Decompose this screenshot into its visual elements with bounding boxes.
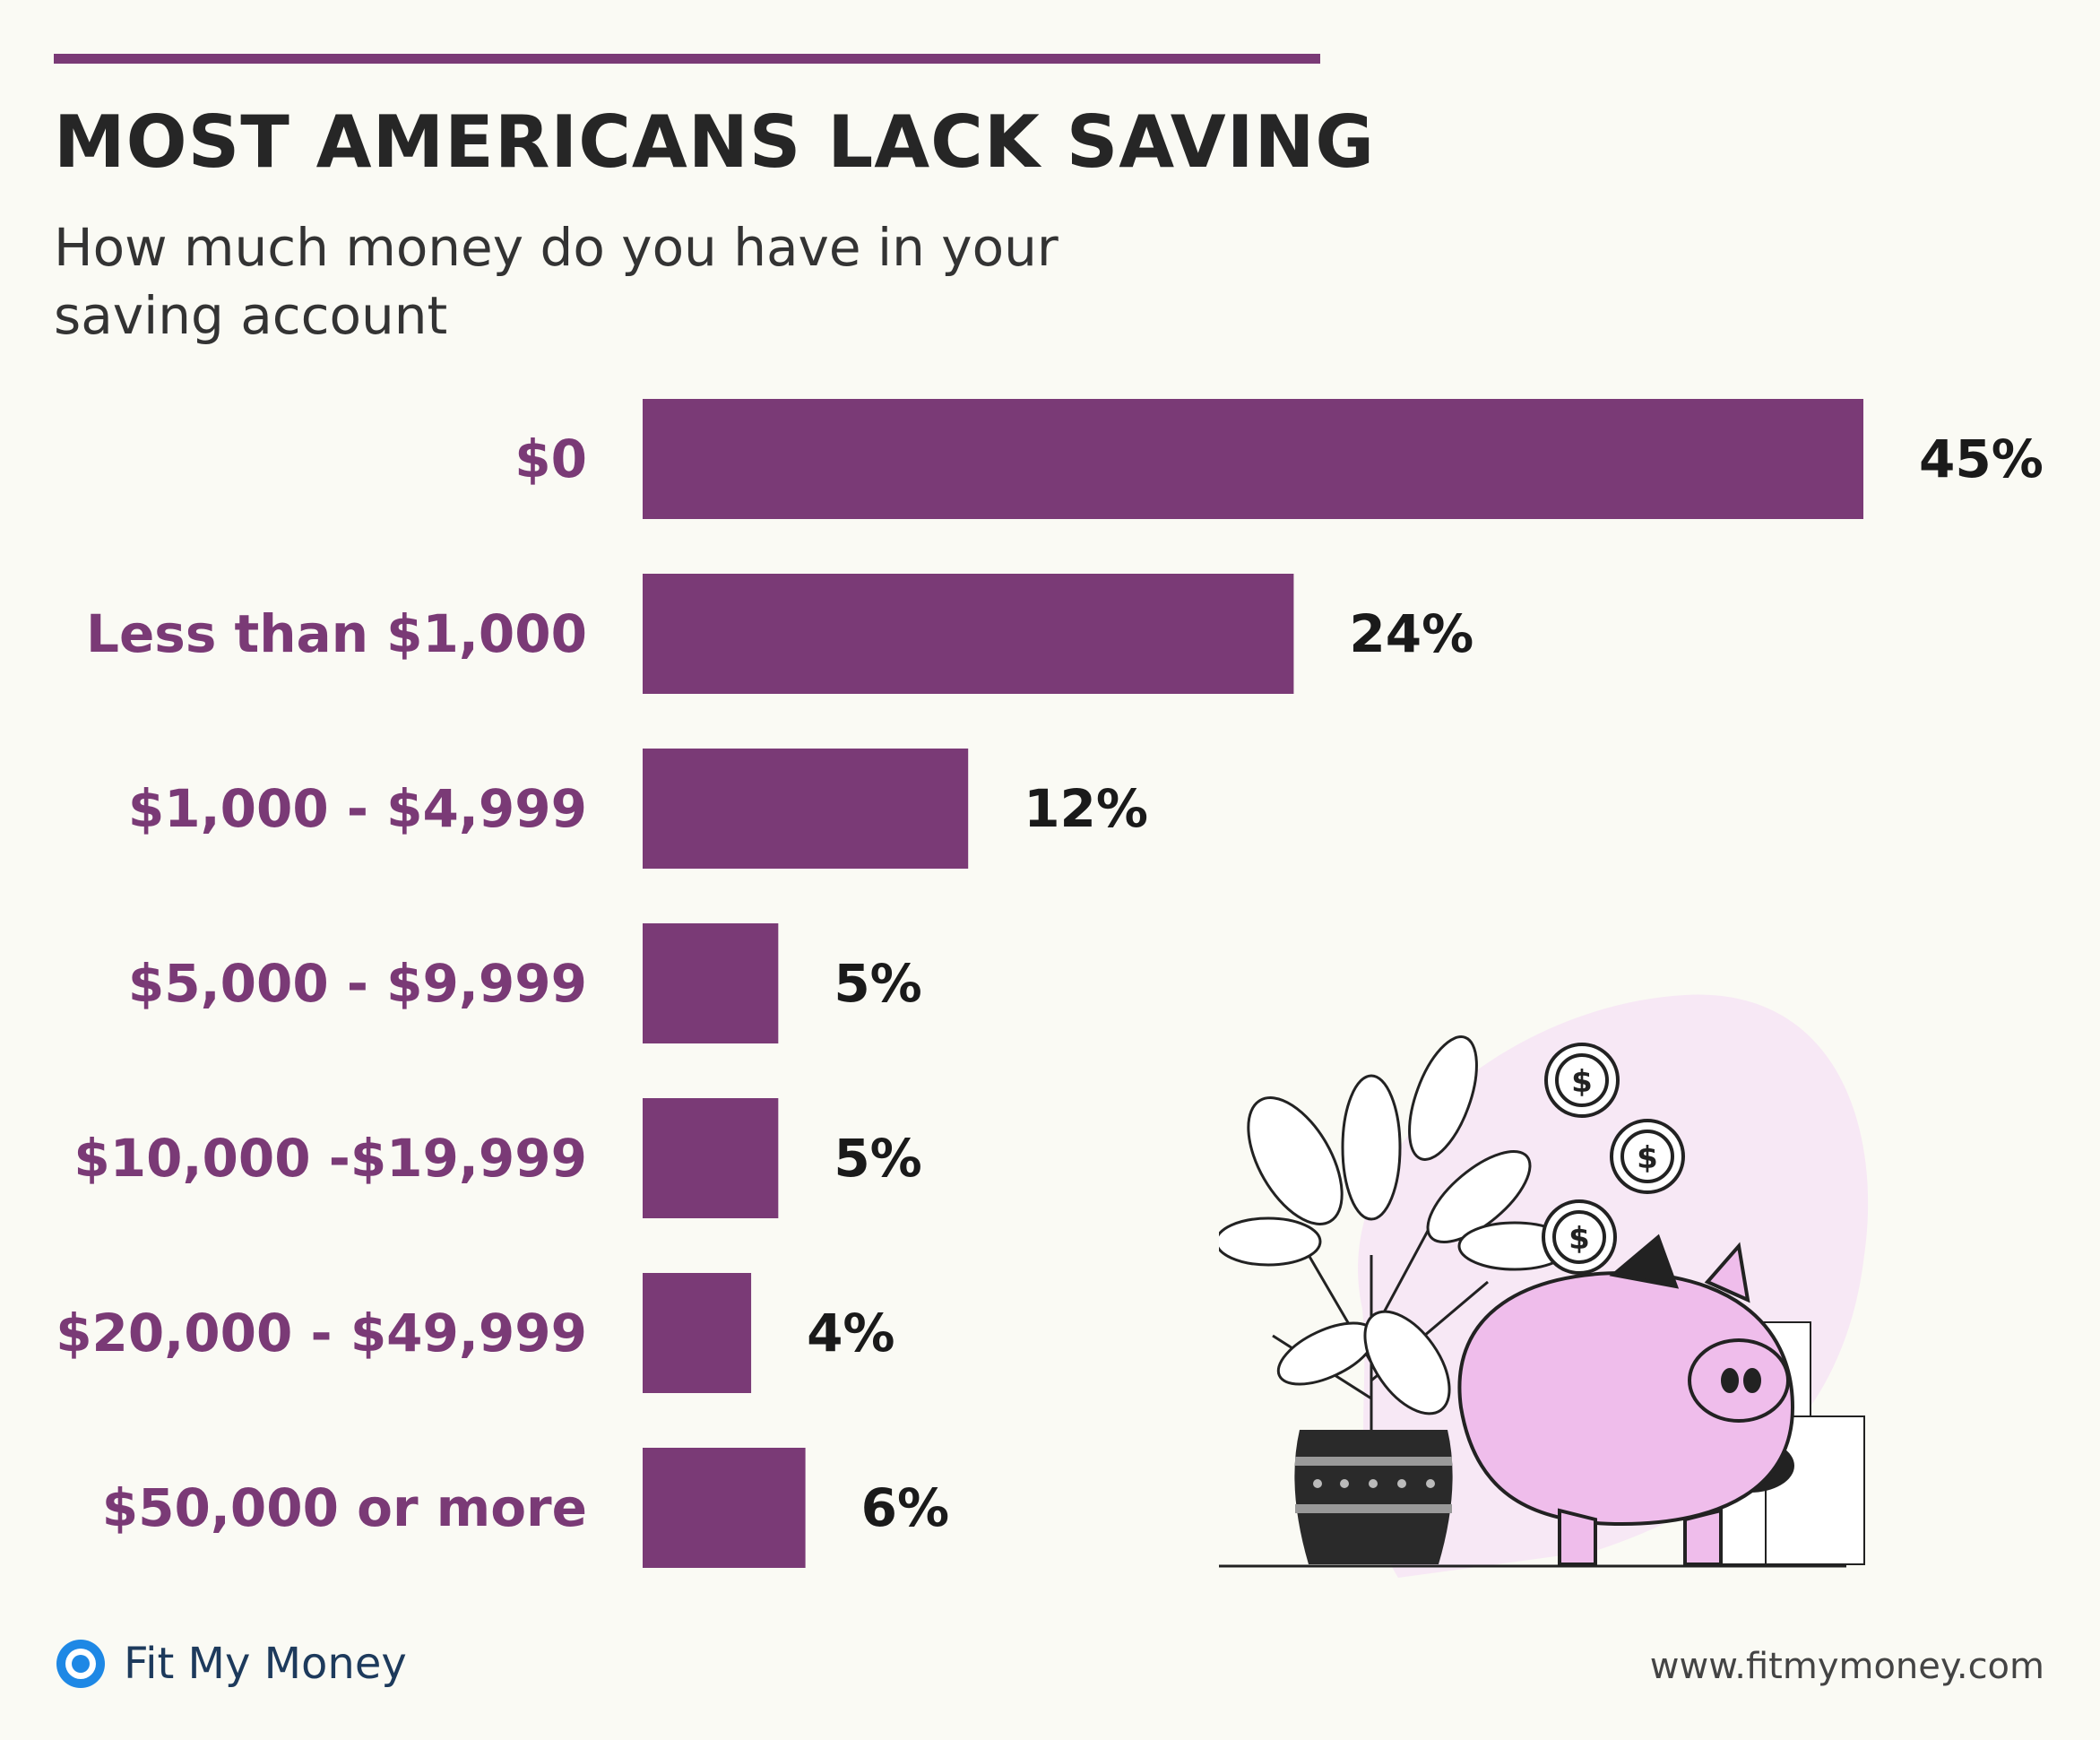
value-label: 5% [834, 1128, 921, 1189]
value-label: 6% [861, 1477, 949, 1538]
category-label: $10,000 -$19,999 [73, 1128, 587, 1189]
bar [643, 1448, 806, 1568]
brand-logo[interactable]: Fit My Money [54, 1637, 407, 1691]
plant-pot [1294, 1430, 1453, 1564]
chart-subtitle: How much money do you have in your savin… [54, 217, 1059, 346]
category-label: $0 [514, 429, 587, 489]
bar [643, 923, 779, 1043]
category-label: $50,000 or more [102, 1477, 587, 1538]
bar [643, 1098, 779, 1218]
fit-my-money-logo-icon [56, 1640, 105, 1688]
svg-text:$: $ [1637, 1140, 1658, 1176]
bar [643, 399, 1863, 519]
category-label: $20,000 - $49,999 [56, 1303, 587, 1363]
brand-name: Fit My Money [124, 1639, 407, 1689]
bar [643, 749, 969, 869]
chart-title: MOST AMERICANS LACK SAVING [54, 100, 1376, 184]
svg-text:$: $ [1569, 1221, 1590, 1257]
dollar-coin-icon [1542, 1043, 1685, 1275]
category-label: Less than $1,000 [86, 603, 587, 664]
bar [643, 1273, 752, 1393]
svg-text:$: $ [1571, 1064, 1593, 1100]
title-accent-rule [54, 54, 1320, 64]
category-label: $5,000 - $9,999 [128, 953, 587, 1014]
website-link[interactable]: www.fitmymoney.com [1649, 1646, 2044, 1687]
bar-chart: $0 45% Less than $1,000 24% $1,000 - $4,999 1… [56, 399, 2044, 1568]
plant-icon [1219, 1035, 1572, 1434]
value-label: 5% [834, 953, 921, 1014]
value-label: 45% [1919, 429, 2044, 489]
piggy-bank-illustration: $ $ $ [1219, 994, 1869, 1578]
value-label: 24% [1349, 603, 1473, 664]
category-label: $1,000 - $4,999 [128, 778, 587, 839]
value-label: 4% [807, 1303, 894, 1363]
piggy-bank [1457, 1234, 1795, 1566]
bar [643, 574, 1294, 694]
value-label: 12% [1024, 778, 1148, 839]
